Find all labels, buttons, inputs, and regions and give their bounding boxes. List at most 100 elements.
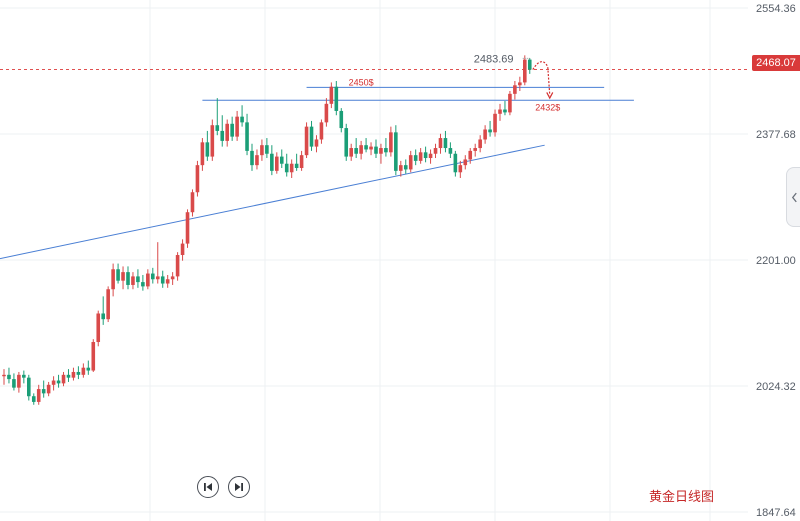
candle-body — [468, 150, 473, 160]
candle-body — [160, 276, 165, 284]
candle-body — [309, 126, 314, 147]
skip-back-icon — [204, 483, 212, 491]
candle-body — [403, 165, 408, 170]
candle-body — [76, 371, 81, 375]
previous-button[interactable] — [197, 476, 219, 498]
candle-body — [354, 148, 358, 154]
side-panel-toggle[interactable] — [786, 167, 800, 227]
candle-body — [131, 276, 135, 285]
candle-body — [116, 269, 120, 281]
candle-body — [314, 139, 319, 147]
candle-body — [41, 389, 46, 394]
candle-body — [364, 145, 368, 150]
candle-body — [324, 103, 329, 123]
candle-body — [304, 126, 309, 156]
candle-body — [493, 113, 497, 133]
candle-body — [126, 272, 130, 285]
candle-body — [428, 153, 433, 159]
candle-body — [136, 276, 140, 283]
candle-body — [508, 93, 512, 113]
candle-body — [458, 165, 463, 173]
candle-body — [210, 125, 215, 157]
candle-body — [379, 148, 383, 154]
target-label: 2432$ — [535, 102, 560, 112]
candle-body — [151, 273, 155, 280]
candle-body — [527, 59, 532, 70]
y-tick-label: 2377.68 — [756, 129, 796, 141]
candle-body — [190, 192, 195, 213]
candle-body — [408, 155, 413, 170]
candle-body — [523, 59, 527, 83]
candle-body — [389, 132, 393, 153]
candle-body — [51, 380, 56, 385]
candle-body — [394, 132, 398, 171]
candle-body — [518, 82, 522, 86]
candle-body — [71, 371, 76, 378]
candle-body — [433, 148, 438, 154]
y-tick-label: 2554.36 — [756, 3, 796, 15]
candle-body — [448, 148, 453, 154]
candle-body — [146, 273, 150, 287]
y-tick-label: 2201.00 — [756, 255, 796, 267]
candle-body — [265, 145, 269, 154]
candle-body — [155, 276, 160, 280]
candle-body — [413, 155, 418, 161]
candle-body — [111, 269, 115, 290]
candle-body — [294, 163, 299, 169]
candle-body — [61, 374, 66, 384]
candle-body — [255, 155, 259, 166]
candle-body — [185, 212, 190, 244]
candle-body — [215, 125, 220, 131]
y-axis: 2554.36 2377.68 2201.00 2024.32 1847.64 — [756, 3, 796, 519]
candle-body — [374, 146, 378, 154]
candle-body — [329, 86, 334, 104]
resistance-label: 2450$ — [349, 77, 374, 87]
candle-body — [250, 150, 254, 166]
candle-body — [423, 152, 428, 159]
candle-body — [46, 384, 51, 394]
next-button[interactable] — [228, 476, 250, 498]
candle-body — [418, 152, 423, 161]
candle-body — [399, 165, 403, 171]
candle-body — [284, 163, 289, 173]
candle-body — [17, 374, 21, 388]
candle-body — [275, 156, 279, 171]
skip-forward-icon — [235, 483, 243, 491]
candle-body — [235, 116, 239, 137]
candles — [2, 55, 532, 405]
projection-arrow-head — [546, 92, 554, 100]
candle-body — [438, 138, 443, 149]
candle-body — [36, 389, 41, 402]
candle-body — [141, 282, 145, 287]
candle-body — [453, 153, 458, 173]
candle-body — [463, 159, 468, 166]
candle-body — [339, 110, 344, 129]
trendlines — [0, 69, 748, 260]
candle-body — [359, 145, 363, 154]
recent-high-label: 2483.69 — [474, 53, 514, 65]
current-price-badge: 2468.07 — [752, 55, 800, 71]
y-tick-label: 1847.64 — [756, 507, 796, 519]
candle-body — [483, 129, 487, 140]
grid-lines — [0, 0, 748, 521]
candle-body — [91, 342, 96, 371]
candle-body — [260, 145, 264, 156]
candle-body — [2, 374, 6, 377]
candle-body — [443, 138, 448, 149]
candle-body — [344, 128, 349, 157]
candle-body — [478, 139, 482, 149]
chart-title: 黄金日线图 — [649, 490, 715, 505]
candle-body — [240, 116, 244, 123]
candle-body — [488, 129, 492, 133]
candle-body — [245, 122, 249, 151]
candle-body — [473, 148, 477, 151]
candle-body — [96, 313, 101, 343]
candle-body — [170, 276, 175, 280]
candle-body — [22, 374, 26, 378]
candle-body — [498, 109, 502, 114]
candle-body — [513, 85, 517, 94]
candle-body — [180, 243, 185, 256]
candle-body — [165, 279, 170, 284]
candle-body — [319, 122, 324, 140]
annotations: 2483.69 2450$ 2432$ — [349, 53, 561, 112]
